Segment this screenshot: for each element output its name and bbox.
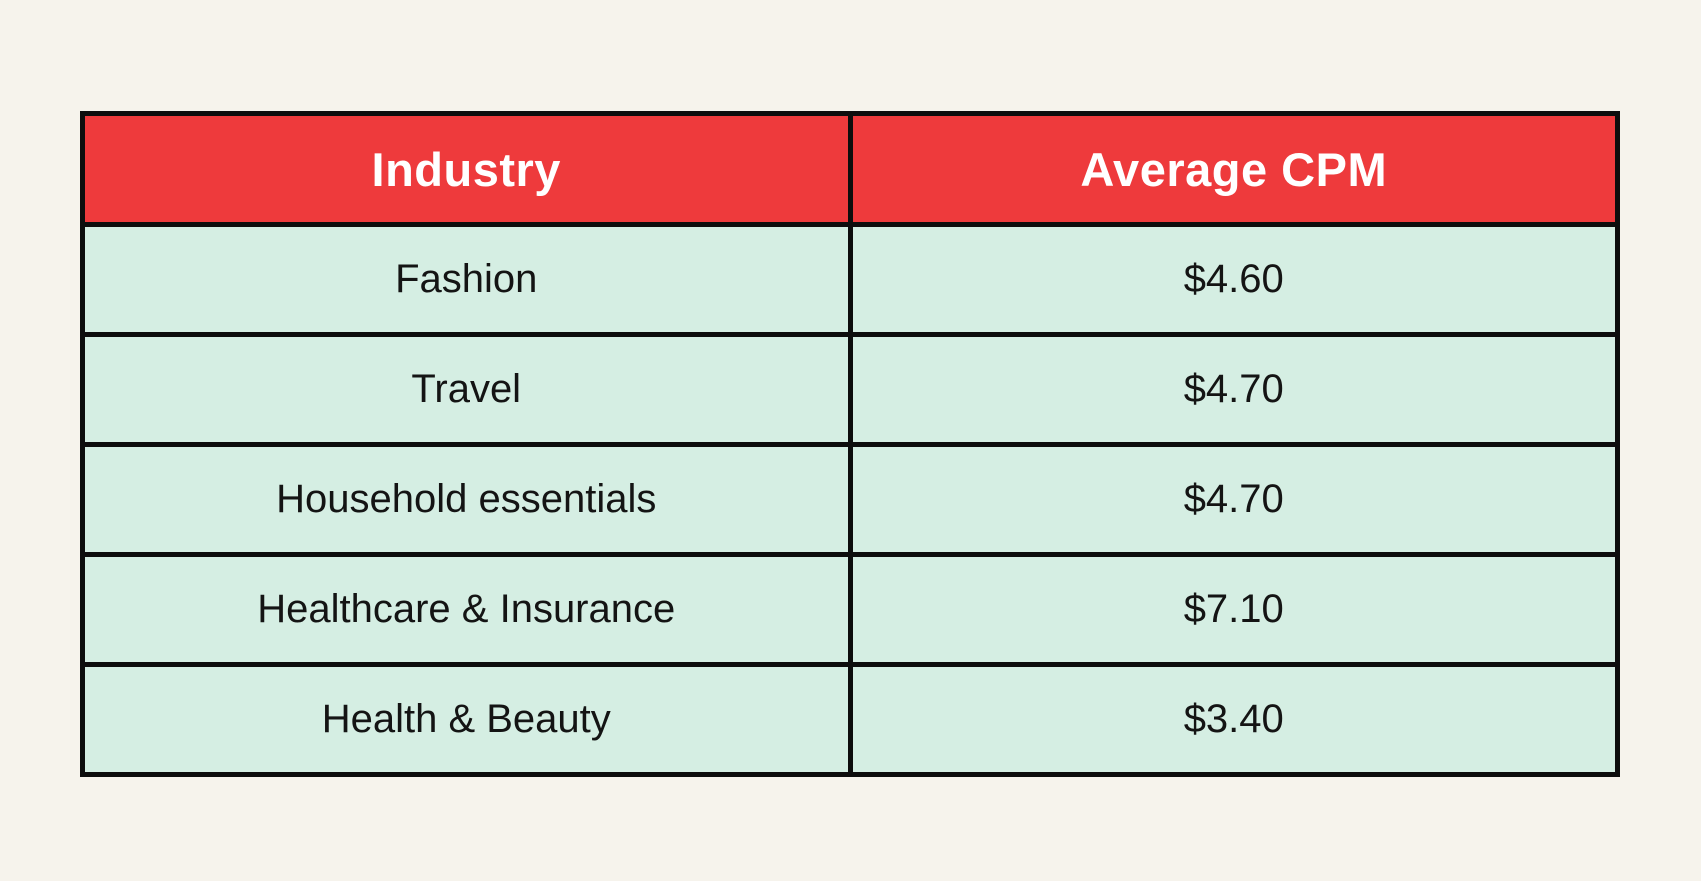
cell-cpm: $7.10	[847, 552, 1620, 667]
table-row: Travel $4.70	[80, 332, 1620, 447]
cell-industry: Health & Beauty	[80, 662, 853, 777]
cpm-table: Industry Average CPM Fashion $4.60 Trave…	[80, 111, 1620, 777]
header-average-cpm: Average CPM	[847, 111, 1620, 227]
table-row: Health & Beauty $3.40	[80, 662, 1620, 777]
table-row: Healthcare & Insurance $7.10	[80, 552, 1620, 667]
cell-cpm: $4.60	[847, 222, 1620, 337]
table-row: Fashion $4.60	[80, 222, 1620, 337]
table-header-row: Industry Average CPM	[80, 111, 1620, 227]
cell-industry: Household essentials	[80, 442, 853, 557]
cell-cpm: $4.70	[847, 332, 1620, 447]
header-industry: Industry	[80, 111, 853, 227]
cell-industry: Healthcare & Insurance	[80, 552, 853, 667]
table-row: Household essentials $4.70	[80, 442, 1620, 557]
cell-cpm: $4.70	[847, 442, 1620, 557]
cell-cpm: $3.40	[847, 662, 1620, 777]
cell-industry: Travel	[80, 332, 853, 447]
cell-industry: Fashion	[80, 222, 853, 337]
